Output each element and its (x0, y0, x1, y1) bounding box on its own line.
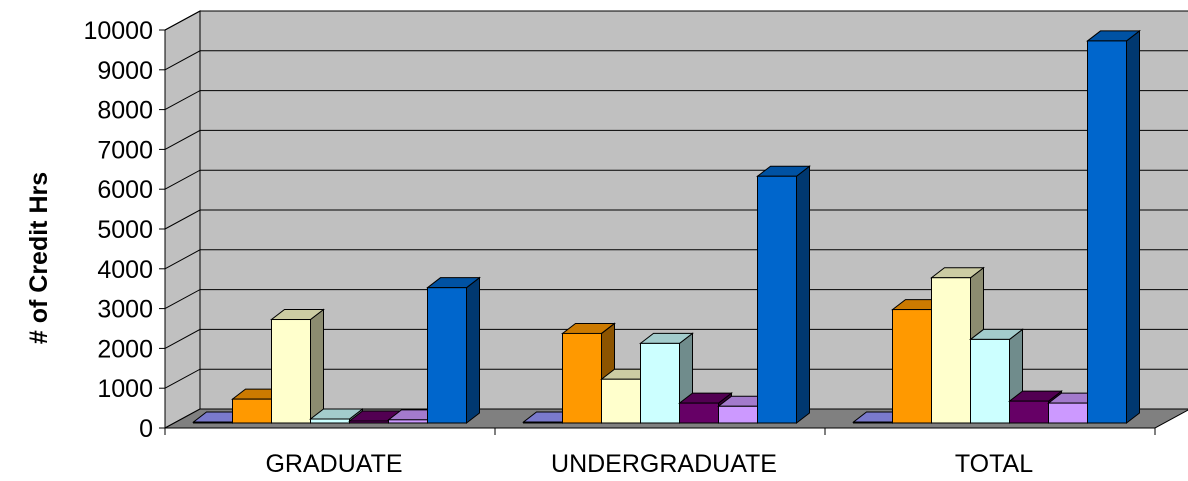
bar-side (796, 165, 810, 425)
bar-front (523, 421, 563, 424)
y-tick-label: 3000 (97, 296, 153, 324)
gridline (164, 249, 1188, 270)
axes (159, 29, 1156, 435)
bar-front (640, 342, 680, 424)
bar (426, 276, 481, 425)
gridline (164, 368, 1188, 389)
y-tick-label: 1000 (97, 375, 153, 403)
bar-front (193, 421, 233, 424)
y-tick-label: 4000 (97, 256, 153, 284)
bar-front (853, 421, 893, 424)
bar (969, 328, 1024, 425)
bar-front (388, 419, 428, 424)
y-axis-label: # of Credit Hrs (25, 172, 53, 344)
bar-front (310, 418, 350, 424)
bar-side (1126, 29, 1140, 425)
gridline (164, 50, 1188, 71)
y-tick-labels: 0 1000 2000 3000 4000 5000 6000 7000 8000 9000 100… (83, 17, 153, 443)
bar (1086, 29, 1141, 425)
bar-front (601, 378, 641, 424)
y-tick-label: 2000 (97, 335, 153, 363)
bar (270, 308, 325, 425)
bar-side (310, 308, 324, 425)
bar-front (1048, 402, 1088, 424)
x-tick-labels: GRADUATE UNDERGRADUATE TOTAL (265, 450, 1033, 478)
gridline (164, 328, 1188, 349)
gridline (164, 209, 1188, 230)
gridlines (164, 10, 1188, 389)
bar (756, 165, 811, 425)
gridline (164, 289, 1188, 310)
bar-front (232, 398, 272, 424)
y-tick-label: 9000 (97, 57, 153, 85)
bar-side (466, 276, 480, 425)
x-tick-label: TOTAL (955, 450, 1033, 478)
bar-front (892, 309, 932, 424)
gridline (164, 169, 1188, 190)
y-tick-label: 0 (139, 415, 153, 443)
bar-front (349, 420, 389, 424)
bar-front (931, 277, 971, 424)
y-tick-label: 7000 (97, 136, 153, 164)
bars (192, 29, 1141, 425)
bar-front (1087, 40, 1127, 424)
y-tick-label: 6000 (97, 176, 153, 204)
x-tick-label: UNDERGRADUATE (551, 450, 777, 478)
bar-front (679, 402, 719, 424)
bar-front (271, 319, 311, 424)
gridline (164, 90, 1188, 111)
y-tick-label: 8000 (97, 97, 153, 125)
bar-front (718, 405, 758, 424)
bar (639, 332, 694, 425)
gridline (164, 129, 1188, 150)
bar-front (757, 175, 797, 424)
x-tick-label: GRADUATE (265, 450, 402, 478)
bar-front (970, 338, 1010, 424)
bar-front (427, 287, 467, 424)
bar-front (1009, 400, 1049, 424)
bar-front (562, 332, 602, 424)
gridline (164, 10, 1188, 31)
y-tick-label: 10000 (83, 17, 153, 45)
y-tick-label: 5000 (97, 216, 153, 244)
